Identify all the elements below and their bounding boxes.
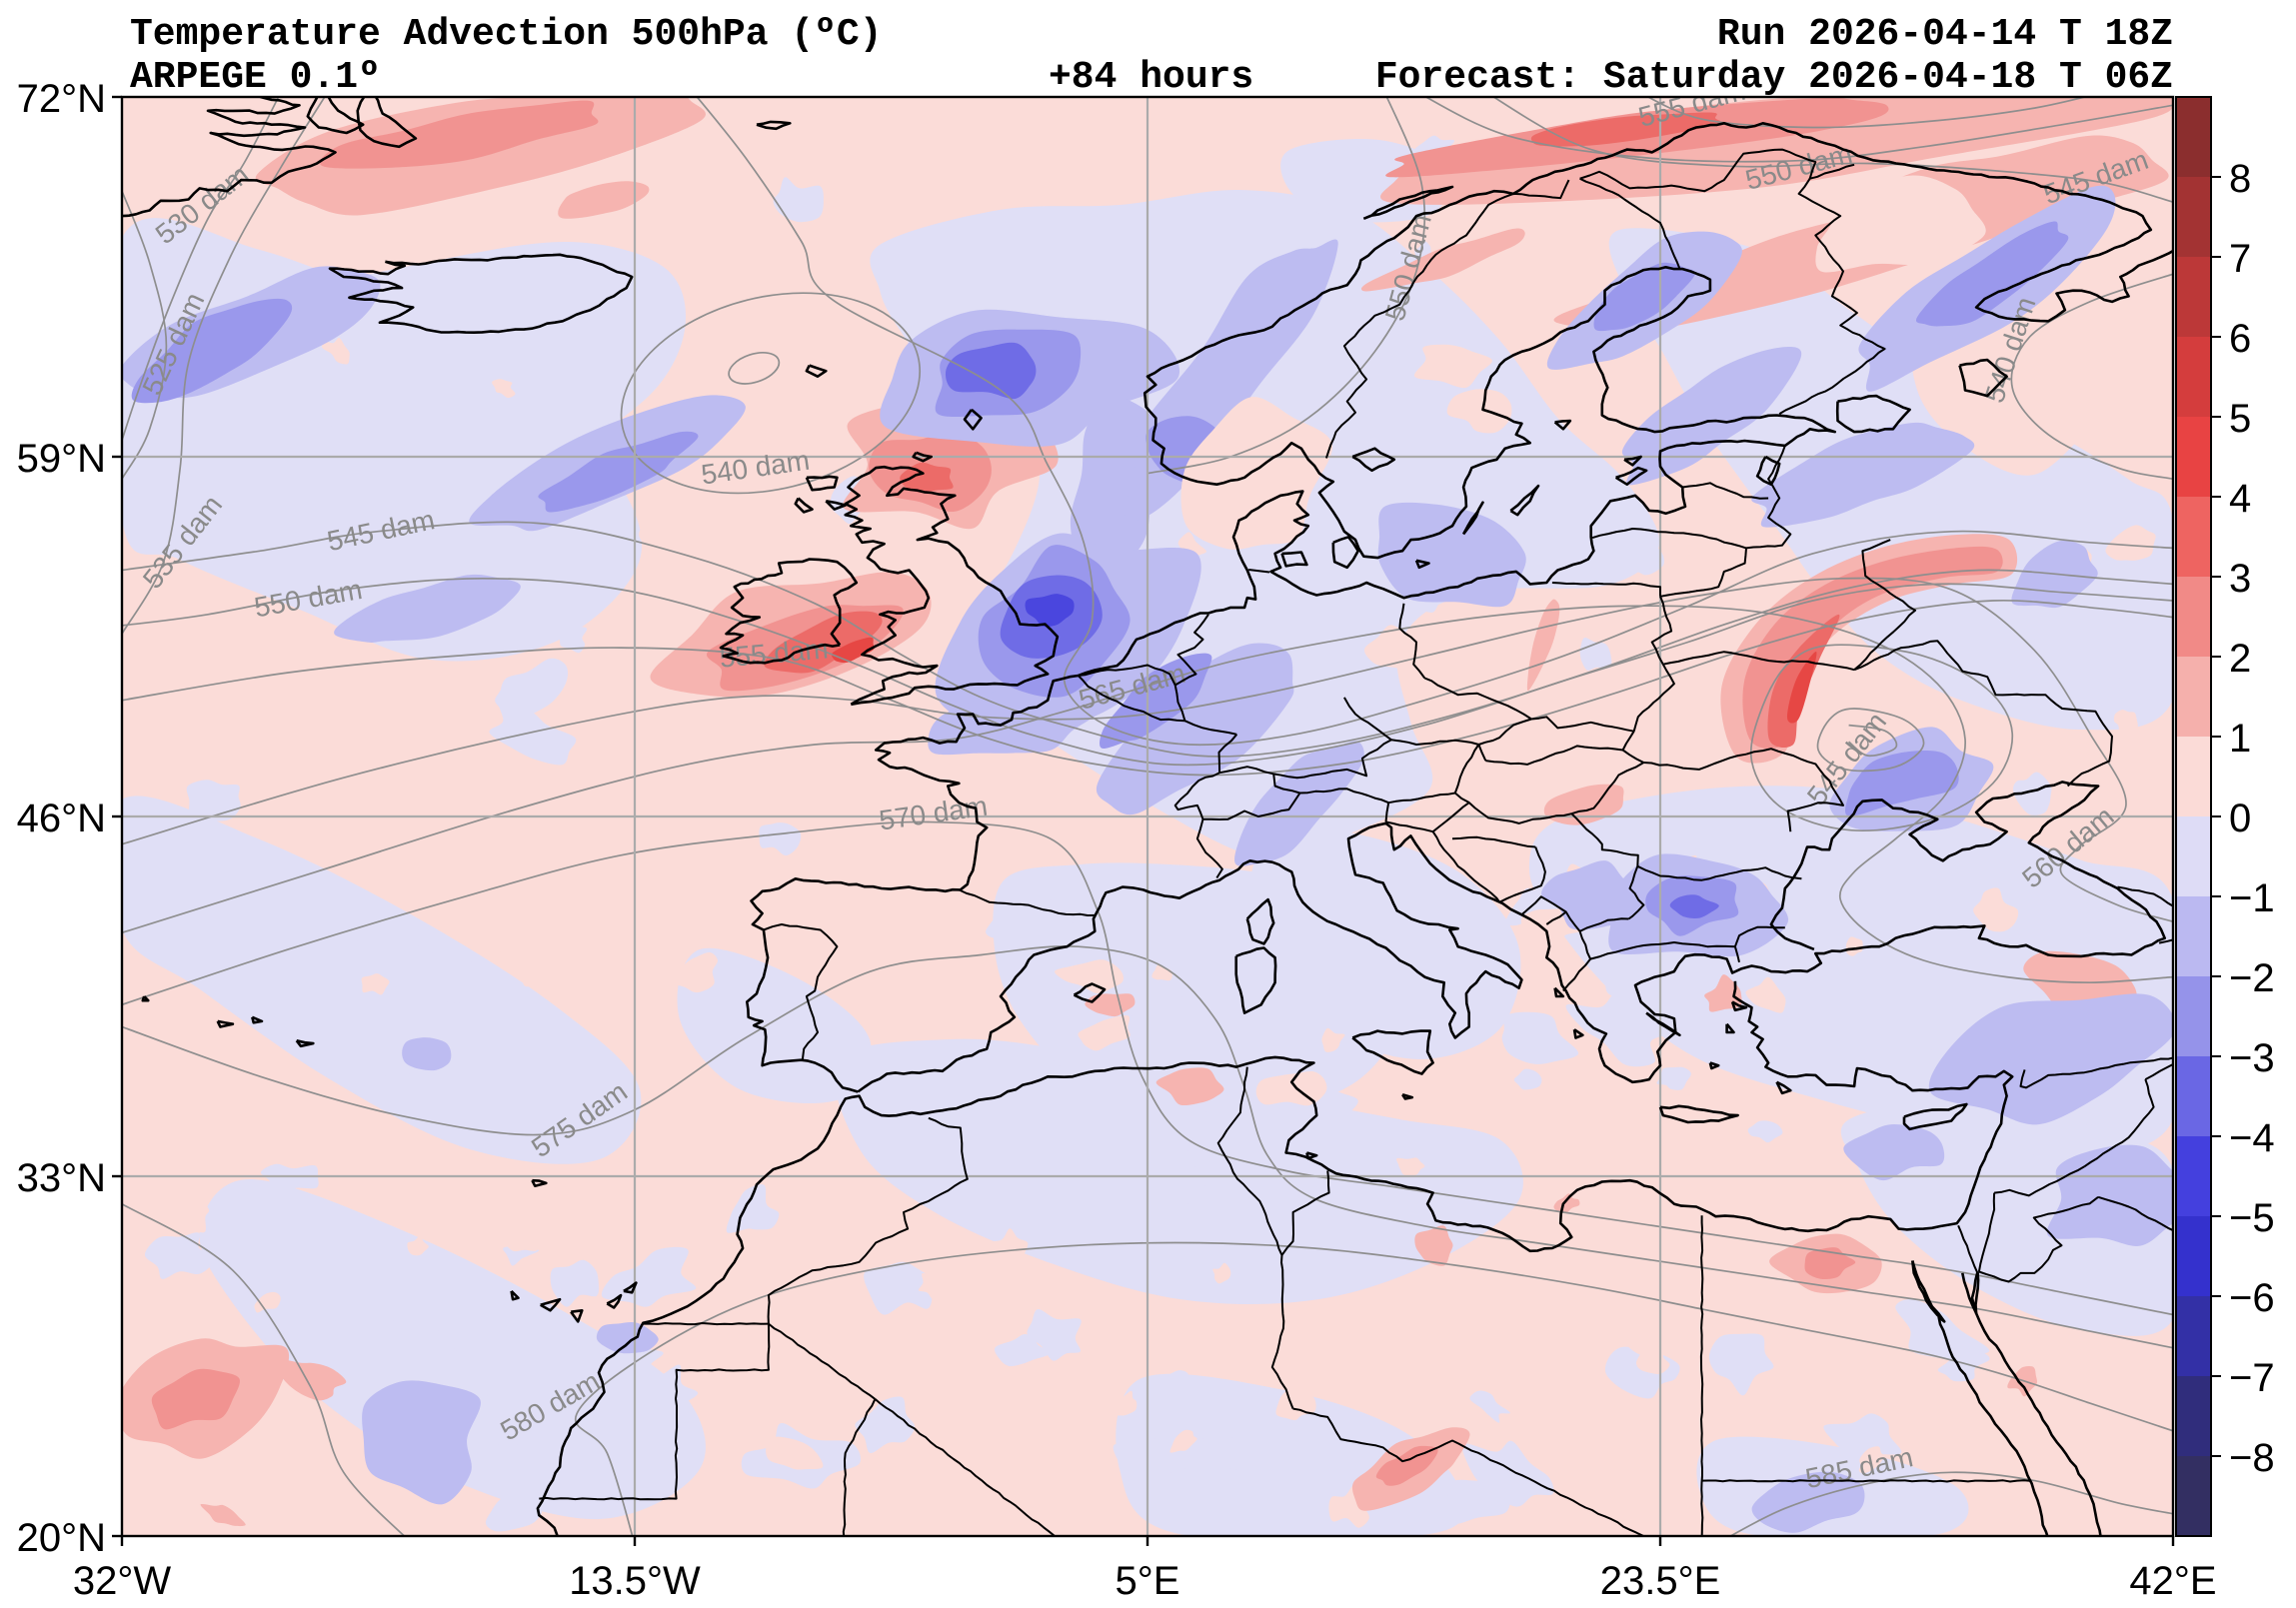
svg-text:4: 4 <box>2229 477 2251 521</box>
svg-text:8: 8 <box>2229 157 2251 201</box>
svg-text:20°N: 20°N <box>17 1516 106 1560</box>
svg-text:−1: −1 <box>2229 876 2275 920</box>
svg-text:42°E: 42°E <box>2129 1559 2216 1603</box>
svg-text:46°N: 46°N <box>17 797 106 840</box>
svg-text:0: 0 <box>2229 797 2251 840</box>
svg-text:+84 hours: +84 hours <box>1049 56 1253 99</box>
svg-text:−5: −5 <box>2229 1196 2275 1240</box>
svg-text:2: 2 <box>2229 637 2251 681</box>
svg-text:−2: −2 <box>2229 956 2275 1000</box>
svg-text:5°E: 5°E <box>1116 1559 1180 1603</box>
svg-text:5: 5 <box>2229 397 2251 441</box>
svg-text:32°W: 32°W <box>73 1559 171 1603</box>
svg-text:ARPEGE 0.1º: ARPEGE 0.1º <box>130 56 381 99</box>
svg-text:3: 3 <box>2229 557 2251 601</box>
svg-text:−7: −7 <box>2229 1356 2275 1400</box>
svg-text:33°N: 33°N <box>17 1156 106 1200</box>
svg-text:13.5°W: 13.5°W <box>569 1559 701 1603</box>
svg-text:59°N: 59°N <box>17 437 106 481</box>
svg-text:Forecast: Saturday 2026-04-18: Forecast: Saturday 2026-04-18 T 06Z <box>1375 56 2173 99</box>
svg-text:72°N: 72°N <box>17 77 106 121</box>
svg-text:−8: −8 <box>2229 1436 2275 1480</box>
svg-text:6: 6 <box>2229 317 2251 361</box>
svg-text:7: 7 <box>2229 237 2251 281</box>
svg-text:1: 1 <box>2229 717 2251 761</box>
svg-text:−3: −3 <box>2229 1036 2275 1080</box>
svg-text:Run 2026-04-14 T 18Z: Run 2026-04-14 T 18Z <box>1717 13 2173 56</box>
svg-text:−4: −4 <box>2229 1116 2275 1160</box>
svg-text:Temperature Advection 500hPa: Temperature Advection 500hPa (ºC) <box>130 13 883 56</box>
svg-text:−6: −6 <box>2229 1276 2275 1320</box>
svg-text:23.5°E: 23.5°E <box>1600 1559 1721 1603</box>
